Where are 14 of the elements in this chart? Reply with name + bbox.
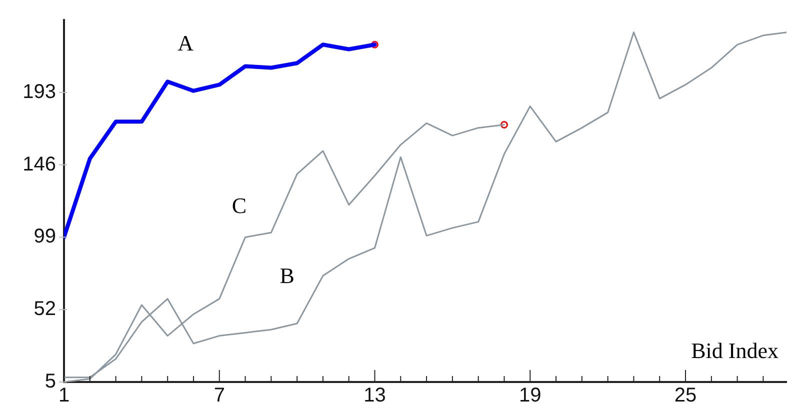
y-tick-label: 146 (22, 153, 56, 176)
series-label: B (280, 263, 294, 288)
y-tick-label: 99 (34, 226, 56, 248)
y-tick-label: 52 (34, 298, 56, 320)
x-tick-label: 13 (364, 384, 386, 407)
x-tick-label: 19 (519, 384, 542, 407)
x-tick-label: 1 (58, 384, 70, 407)
x-axis-title: Bid Index (691, 338, 778, 363)
y-tick-label: 193 (22, 80, 56, 103)
series-label: A (178, 30, 194, 56)
series-label: C (232, 192, 247, 218)
x-tick-label: 25 (674, 384, 697, 407)
y-tick-label: 5 (44, 370, 56, 393)
x-tick-label: 7 (214, 384, 225, 407)
